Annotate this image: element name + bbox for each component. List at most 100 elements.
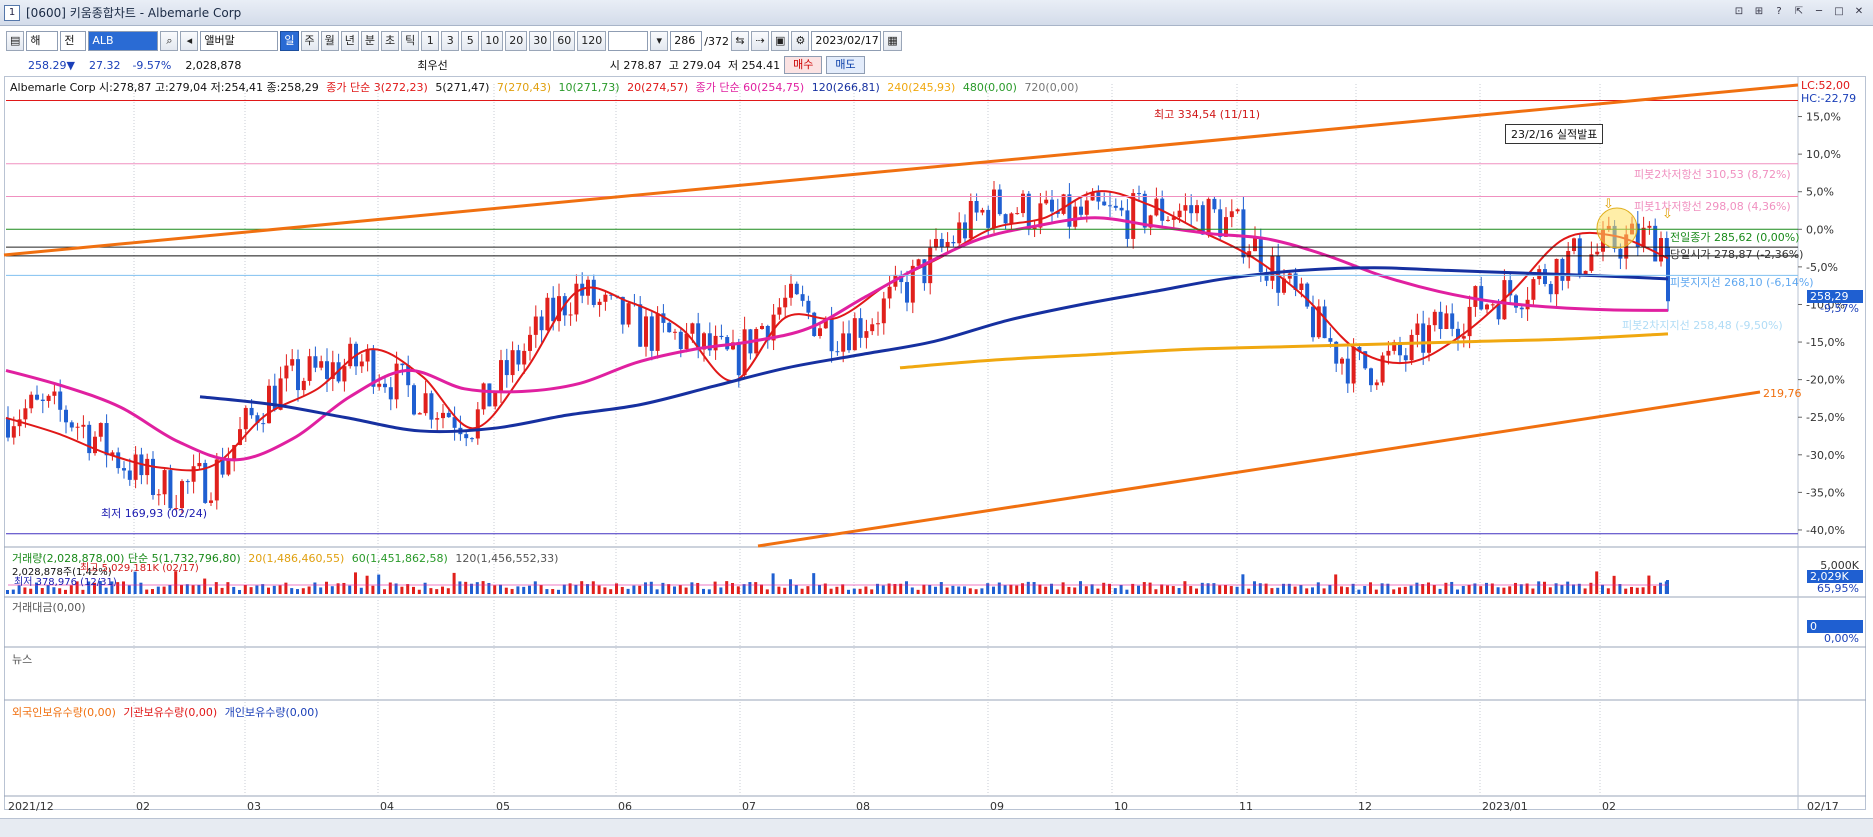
legend-ma120: 120(266,81) <box>811 81 880 94</box>
minimize-button[interactable]: ─ <box>1815 6 1823 17</box>
volume-pct: 65,95% <box>1817 582 1859 595</box>
link-icon[interactable]: ⇢ <box>750 31 769 51</box>
foreign-holdings: 외국인보유수량(0,00) <box>12 706 116 719</box>
legend-ma480: 480(0,00) <box>962 81 1017 94</box>
amount-legend: 거래대금(0,00) <box>12 601 86 614</box>
interval-20[interactable]: 20 <box>505 31 528 51</box>
period-tick-tab[interactable]: 틱 <box>401 31 420 51</box>
price-pct-label: -9,57% <box>1820 302 1859 315</box>
interval-60[interactable]: 60 <box>553 31 576 51</box>
legend-ma20: 20(274,57) <box>627 81 689 94</box>
app-icon: 1 <box>4 4 20 21</box>
interval-30[interactable]: 30 <box>529 31 552 51</box>
legend-ma3: 종가 단순 3(272,23) <box>326 81 428 94</box>
pivot-support2-label: 피봇2차지지선 258,48 (-9,50%) <box>1622 319 1783 332</box>
interval-5[interactable]: 5 <box>461 31 480 51</box>
window-title: [0600] 키움종합차트 - Albemarle Corp <box>26 6 242 20</box>
current-price: 258.29▼ <box>28 58 75 72</box>
legend-ohlc: Albemarle Corp 시:278,87 고:279,04 저:254,4… <box>10 81 319 94</box>
symbol-input[interactable]: ALB <box>88 31 159 51</box>
link-window-icon[interactable]: ⊡ <box>1734 6 1744 17</box>
sell-button[interactable]: 매도 <box>826 56 865 74</box>
period-minute-tab[interactable]: 분 <box>360 31 380 51</box>
interval-3[interactable]: 3 <box>441 31 460 51</box>
chart-frame <box>4 76 1866 810</box>
buy-button[interactable]: 매수 <box>784 56 823 74</box>
save-icon[interactable]: ▣ <box>770 31 790 51</box>
count-input[interactable]: 286 <box>670 31 703 51</box>
amount-box: 0 <box>1807 620 1863 633</box>
legend-ma240: 240(245,93) <box>887 81 956 94</box>
volume-box: 2,029K <box>1807 570 1863 583</box>
symbol-name-field: 앨버말 <box>200 31 279 51</box>
volume-min-note: 최저 378,976 (12/31) <box>14 577 117 588</box>
help-icon[interactable]: ? <box>1776 6 1782 17</box>
hc-label: HC:-22,79 <box>1801 92 1857 105</box>
pivot-support-label: 피봇지지선 268,10 (-6,14%) <box>1670 276 1814 289</box>
calendar-icon[interactable]: ▦ <box>883 31 902 51</box>
period-day-tab[interactable]: 일 <box>280 31 299 51</box>
scrollbar[interactable] <box>0 818 1873 837</box>
volume-value: 2,028,878 <box>185 58 242 72</box>
window-controls: ⊡ ⊞ ? ⇱ ─ □ ✕ <box>1731 5 1867 19</box>
chevron-down-icon[interactable]: ▾ <box>650 31 669 51</box>
chart-toolbar: ▤ 해 전 ALB ⌕ ◂ 앨버말 일 주 월 년 분 초 틱 1 3 5 10… <box>0 28 1873 54</box>
speaker-icon[interactable]: ◂ <box>180 31 199 51</box>
news-legend: 뉴스 <box>12 653 33 666</box>
pivot2-label: 피봇2차저항선 310,53 (8,72%) <box>1634 168 1791 181</box>
maximize-button[interactable]: □ <box>1834 6 1844 17</box>
date-input[interactable]: 2023/02/17 <box>811 31 882 51</box>
search-icon[interactable]: ⌕ <box>160 31 179 51</box>
volume-legend-main: 거래량(2,028,878,00) 단순 5(1,732,796,80) <box>12 552 241 565</box>
compare-icon[interactable]: ⇆ <box>730 31 749 51</box>
ohlc-readout: 시 278.87 고 279.04 저 254.41 <box>609 59 781 72</box>
type-select[interactable]: 전 <box>60 31 87 51</box>
interval-1[interactable]: 1 <box>421 31 440 51</box>
period-week-tab[interactable]: 주 <box>300 31 319 51</box>
title-bar: 1 [0600] 키움종합차트 - Albemarle Corp ⊡ ⊞ ? ⇱… <box>0 0 1873 26</box>
lc-label: LC:52,00 <box>1801 79 1851 92</box>
legend-ma5: 5(271,47) <box>435 81 490 94</box>
best-quote-label: 최우선 <box>417 59 448 72</box>
individual-holdings: 개인보유수량(0,00) <box>224 706 319 719</box>
holdings-legend: 외국인보유수량(0,00) 기관보유수량(0,00) 개인보유수량(0,00) <box>12 704 323 720</box>
price-change-pct: -9.57% <box>132 58 172 72</box>
popout-icon[interactable]: ⇱ <box>1794 6 1804 17</box>
total-count: /372 <box>704 34 729 48</box>
price-legend: Albemarle Corp 시:278,87 고:279,04 저:254,4… <box>10 79 1083 95</box>
pivot1-label: 피봇1차저항선 298,08 (4,36%) <box>1634 200 1791 213</box>
earnings-note: 23/2/16 실적발표 <box>1505 124 1604 144</box>
period-second-tab[interactable]: 초 <box>381 31 400 51</box>
low-annotation: 최저 169,93 (02/24) <box>101 507 208 520</box>
prev-close-label: 전일종가 285,62 (0,00%) <box>1670 231 1800 244</box>
legend-ma10: 10(271,73) <box>558 81 620 94</box>
institution-holdings: 기관보유수량(0,00) <box>123 706 218 719</box>
period-month-tab[interactable]: 월 <box>320 31 339 51</box>
open-price-label: 당일시가 278,87 (-2,36%) <box>1670 248 1804 261</box>
price-change: 27.32 <box>88 58 121 72</box>
custom-interval-input[interactable] <box>608 31 649 51</box>
trendline-value: 219,76 <box>1763 387 1802 400</box>
gear-icon[interactable]: ⚙ <box>791 31 810 51</box>
market-select[interactable]: 해 <box>26 31 59 51</box>
legend-ma720: 720(0,00) <box>1024 81 1079 94</box>
legend-ma7: 7(270,43) <box>496 81 551 94</box>
volume-legend-ma120: 120(1,456,552,33) <box>455 552 559 565</box>
volume-legend-ma60: 60(1,451,862,58) <box>351 552 448 565</box>
price-box: 258,29 <box>1807 290 1863 303</box>
close-button[interactable]: ✕ <box>1854 6 1864 17</box>
volume-axis-top: 5,000K <box>1820 559 1859 572</box>
volume-note: 2,028,878주(1,42%) <box>12 567 112 578</box>
high-annotation: 최고 334,54 (11/11) <box>1154 108 1261 121</box>
tile-window-icon[interactable]: ⊞ <box>1754 6 1764 17</box>
volume-legend: 거래량(2,028,878,00) 단순 5(1,732,796,80) 20(… <box>12 550 562 566</box>
volume-legend-ma20: 20(1,486,460,55) <box>248 552 345 565</box>
chart-menu-icon[interactable]: ▤ <box>6 31 25 51</box>
period-year-tab[interactable]: 년 <box>340 31 359 51</box>
interval-10[interactable]: 10 <box>481 31 504 51</box>
legend-ma60: 종가 단순 60(254,75) <box>695 81 805 94</box>
amount-pct: 0,00% <box>1824 632 1859 645</box>
interval-120[interactable]: 120 <box>577 31 607 51</box>
quote-row: 258.29▼ 27.32 -9.57% 2,028,878 최우선 시 278… <box>0 55 1873 75</box>
volume-max-note: 최고 5,029,181K (02/17) <box>80 563 199 574</box>
